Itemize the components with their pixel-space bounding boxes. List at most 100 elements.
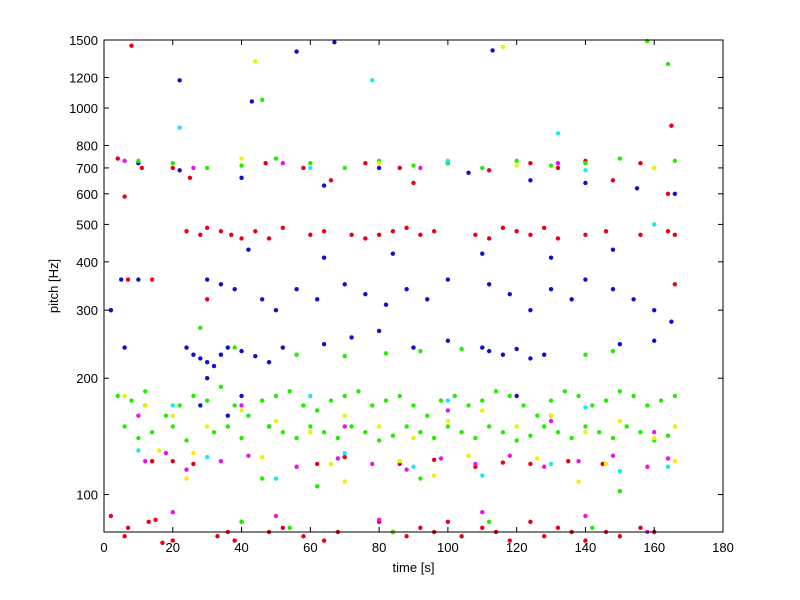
data-point-magenta — [122, 158, 127, 164]
data-point-magenta — [239, 403, 244, 408]
data-point-green — [115, 393, 120, 399]
data-point-red — [404, 534, 409, 539]
y-tick-label: 1200 — [69, 70, 98, 85]
data-point-red — [528, 461, 533, 467]
data-point-green — [562, 389, 568, 394]
data-point-green — [610, 348, 616, 354]
data-point-red — [638, 525, 643, 531]
data-point-blue — [514, 346, 519, 352]
data-point-red — [229, 232, 234, 237]
data-point-cyan — [555, 131, 561, 136]
data-point-blue — [610, 286, 616, 292]
data-point-green — [548, 163, 554, 168]
data-point-red — [672, 232, 678, 237]
data-point-red — [187, 175, 193, 180]
data-point-red — [672, 282, 678, 287]
data-point-green — [514, 438, 519, 443]
x-tick-label: 60 — [303, 540, 317, 555]
data-point-cyan — [308, 165, 313, 171]
x-tick-label: 20 — [166, 540, 180, 555]
data-point-cyan — [136, 448, 141, 453]
data-point-green — [204, 165, 210, 171]
data-point-magenta — [335, 456, 341, 461]
data-point-magenta — [246, 453, 251, 458]
data-point-magenta — [652, 429, 657, 435]
data-point-green — [473, 435, 478, 441]
data-point-green — [198, 325, 203, 331]
data-point-blue — [445, 338, 451, 343]
data-point-blue — [376, 328, 382, 334]
data-point-red — [528, 519, 533, 525]
data-point-green — [170, 161, 175, 166]
data-point-red — [253, 229, 258, 234]
data-point-green — [486, 519, 492, 525]
data-point-blue — [204, 360, 210, 365]
data-point-green — [204, 398, 210, 403]
data-point-green — [225, 424, 230, 429]
data-point-green — [136, 158, 141, 164]
y-axis-ticks: 100 200 300 400 500 600 700 800 1000 1200 1500 — [69, 33, 723, 503]
data-point-red — [390, 229, 396, 234]
data-point-green — [321, 429, 327, 435]
data-point-red — [146, 519, 151, 525]
data-point-magenta — [541, 464, 547, 469]
data-point-blue — [500, 352, 506, 357]
data-point-green — [287, 389, 292, 394]
data-point-cyan — [170, 403, 175, 408]
data-point-red — [528, 232, 533, 237]
data-point-red — [404, 225, 409, 230]
data-point-yellow — [328, 461, 334, 467]
data-point-red — [665, 229, 671, 234]
data-point-yellow — [273, 418, 279, 424]
data-point-green — [315, 408, 320, 413]
data-point-green — [583, 424, 588, 429]
data-point-green — [541, 424, 547, 429]
data-point-red — [122, 534, 127, 539]
data-point-cyan — [204, 454, 210, 460]
plot-background — [104, 40, 723, 532]
data-point-red — [160, 540, 165, 546]
data-point-red — [418, 525, 423, 531]
x-axis-ticks: 0 20 40 60 80 100 120 140 160 180 — [100, 40, 734, 555]
x-tick-label: 120 — [506, 540, 528, 555]
y-tick-label: 200 — [76, 371, 98, 386]
data-point-red — [308, 232, 313, 237]
data-point-green — [658, 398, 664, 403]
data-point-yellow — [548, 413, 554, 418]
data-point-red — [610, 178, 616, 183]
y-tick-label: 400 — [76, 255, 98, 270]
data-point-green — [631, 393, 636, 399]
data-point-red — [266, 236, 272, 241]
data-point-red — [514, 229, 519, 234]
data-point-red — [321, 538, 327, 543]
data-point-green — [590, 403, 595, 408]
data-point-red — [129, 43, 134, 48]
data-point-cyan — [342, 450, 347, 456]
data-point-green — [301, 403, 306, 408]
data-point-red — [153, 517, 158, 523]
data-point-magenta — [665, 456, 671, 461]
data-point-cyan — [583, 405, 588, 410]
data-point-cyan — [445, 398, 451, 403]
data-point-green — [294, 435, 299, 441]
data-point-blue — [280, 345, 286, 350]
data-point-green — [548, 398, 554, 403]
data-point-green — [500, 429, 506, 435]
data-point-green — [397, 393, 402, 399]
data-point-red — [280, 225, 286, 230]
y-tick-label: 300 — [76, 303, 98, 318]
data-point-green — [576, 393, 581, 399]
data-point-cyan — [273, 476, 279, 481]
data-point-blue — [583, 277, 588, 282]
data-point-yellow — [397, 458, 402, 464]
data-point-red — [638, 161, 643, 166]
data-point-red — [349, 232, 354, 237]
data-point-green — [590, 525, 595, 531]
data-point-blue — [480, 251, 485, 256]
data-point-magenta — [576, 458, 581, 464]
data-point-blue — [225, 413, 230, 418]
data-point-magenta — [583, 513, 588, 519]
data-point-magenta — [418, 165, 423, 171]
data-point-red — [566, 458, 571, 464]
data-point-red — [108, 513, 114, 519]
